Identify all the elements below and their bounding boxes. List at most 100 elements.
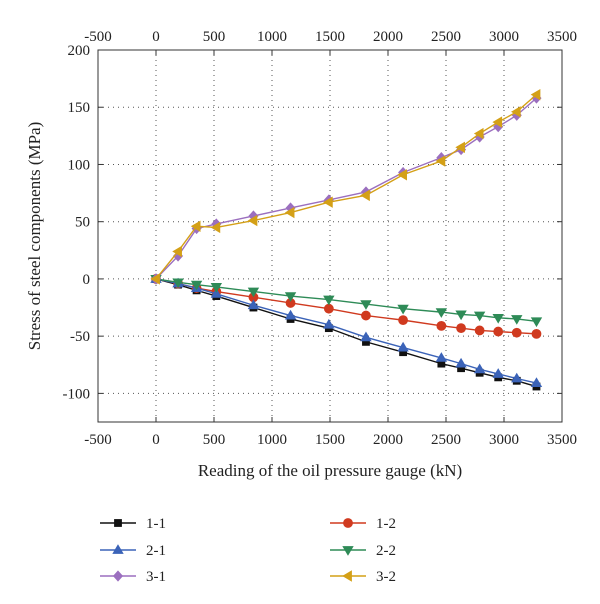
data-point bbox=[436, 320, 447, 331]
data-point bbox=[361, 310, 371, 321]
data-point bbox=[323, 318, 335, 329]
data-point bbox=[511, 315, 523, 325]
data-point bbox=[247, 287, 260, 298]
data-point bbox=[172, 245, 182, 258]
data-point bbox=[530, 88, 541, 101]
legend-swatch-marker bbox=[342, 546, 354, 556]
data-point bbox=[284, 309, 297, 320]
series-line bbox=[155, 97, 537, 280]
data-point bbox=[397, 341, 409, 352]
x-tick-label: 500 bbox=[203, 432, 226, 448]
data-point bbox=[397, 304, 409, 315]
data-point bbox=[360, 189, 370, 202]
data-point bbox=[360, 331, 372, 342]
grid-lines bbox=[98, 50, 562, 422]
y-tick-label: 50 bbox=[75, 215, 90, 231]
y-tick-label: 200 bbox=[68, 43, 91, 59]
y-tick-label: -100 bbox=[63, 386, 91, 402]
x-tick-label-top: -500 bbox=[84, 29, 112, 45]
x-tick-label: 3000 bbox=[489, 432, 519, 448]
legend-label: 3-2 bbox=[376, 569, 396, 585]
series-1-2 bbox=[151, 274, 542, 339]
data-point bbox=[210, 221, 221, 234]
x-tick-label: 2500 bbox=[431, 432, 461, 448]
axis-ticks: -500-50000500500100010001500150020002000… bbox=[63, 29, 578, 448]
x-tick-label-top: 500 bbox=[203, 29, 226, 45]
legend-item: 1-2 bbox=[330, 516, 396, 532]
legend-label: 3-1 bbox=[146, 569, 166, 585]
data-point bbox=[530, 377, 543, 387]
y-tick-label: 100 bbox=[68, 157, 91, 173]
data-point bbox=[284, 292, 297, 302]
legend-label: 1-2 bbox=[376, 516, 396, 532]
data-point bbox=[323, 196, 333, 208]
data-point bbox=[247, 299, 260, 310]
legend-item: 2-1 bbox=[100, 543, 166, 559]
data-point bbox=[531, 328, 542, 339]
legend-swatch-marker bbox=[112, 570, 124, 582]
data-point bbox=[323, 303, 334, 314]
data-point bbox=[323, 295, 335, 306]
data-point bbox=[492, 313, 504, 324]
legend: 1-1 1-2 2-1 2-2 3-1 3-2 bbox=[100, 516, 396, 585]
data-point bbox=[284, 206, 295, 219]
data-point bbox=[492, 368, 504, 378]
x-tick-label-top: 3500 bbox=[547, 29, 577, 45]
y-tick-label: 0 bbox=[83, 272, 91, 288]
data-point bbox=[210, 283, 223, 293]
data-point bbox=[510, 106, 521, 118]
data-point bbox=[172, 278, 184, 289]
series-2-2 bbox=[150, 275, 543, 328]
legend-swatch-marker bbox=[112, 544, 124, 554]
data-point bbox=[492, 116, 503, 128]
data-point bbox=[473, 311, 486, 322]
data-series bbox=[150, 88, 543, 391]
series-3-1 bbox=[150, 92, 542, 285]
legend-label: 2-1 bbox=[146, 543, 166, 559]
data-point bbox=[435, 155, 446, 167]
y-tick-label: 150 bbox=[68, 100, 91, 116]
data-point bbox=[511, 372, 523, 383]
x-tick-label-top: 0 bbox=[152, 29, 160, 45]
data-point bbox=[247, 214, 258, 227]
data-point bbox=[190, 220, 201, 232]
series-3-2 bbox=[150, 88, 541, 285]
data-point bbox=[455, 141, 465, 153]
x-tick-label: 2000 bbox=[373, 432, 403, 448]
data-point bbox=[455, 357, 467, 368]
x-tick-label: 1500 bbox=[315, 432, 345, 448]
data-point bbox=[455, 310, 467, 321]
data-point bbox=[493, 326, 504, 337]
x-axis-label: Reading of the oil pressure gauge (kN) bbox=[198, 461, 462, 480]
legend-item: 3-1 bbox=[100, 569, 166, 585]
data-point bbox=[530, 317, 543, 328]
data-point bbox=[190, 280, 203, 291]
x-tick-label-top: 2000 bbox=[373, 29, 403, 45]
x-tick-label: 1000 bbox=[257, 432, 287, 448]
series-line bbox=[155, 94, 537, 280]
y-axis-label: Stress of steel components (MPa) bbox=[25, 122, 44, 351]
data-point bbox=[210, 288, 223, 298]
data-point bbox=[398, 315, 408, 326]
x-tick-label-top: 1000 bbox=[257, 29, 287, 45]
legend-item: 3-2 bbox=[330, 569, 396, 585]
series-2-1 bbox=[150, 273, 543, 387]
data-point bbox=[474, 325, 485, 336]
data-point bbox=[435, 308, 448, 318]
legend-item: 1-1 bbox=[100, 516, 166, 532]
legend-label: 1-1 bbox=[146, 516, 166, 532]
legend-swatch-marker bbox=[114, 519, 122, 527]
x-tick-label: 3500 bbox=[547, 432, 577, 448]
data-point bbox=[150, 273, 160, 285]
data-point bbox=[435, 352, 448, 362]
data-point bbox=[360, 300, 372, 310]
data-point bbox=[456, 323, 466, 334]
x-tick-label: -500 bbox=[84, 432, 112, 448]
data-point bbox=[473, 363, 486, 374]
legend-swatch-marker bbox=[343, 518, 353, 528]
legend-item: 2-2 bbox=[330, 543, 396, 559]
data-point bbox=[473, 127, 484, 140]
x-tick-label: 0 bbox=[152, 432, 160, 448]
data-point bbox=[397, 169, 407, 181]
x-tick-label-top: 2500 bbox=[431, 29, 461, 45]
